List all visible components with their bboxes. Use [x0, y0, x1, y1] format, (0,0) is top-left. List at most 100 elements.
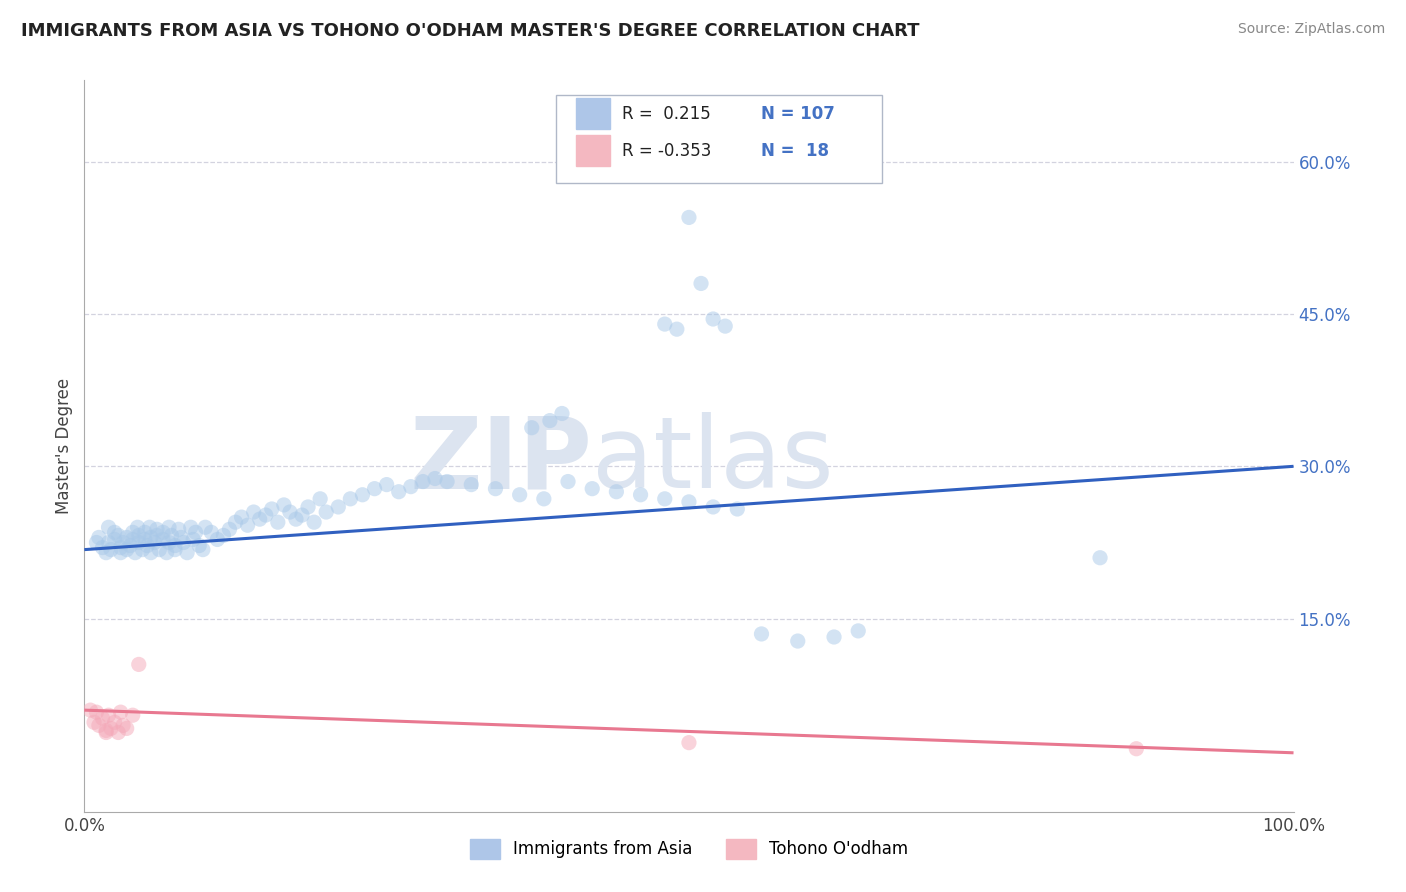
Point — [176, 546, 198, 560]
Point — [165, 542, 187, 557]
Text: N = 107: N = 107 — [762, 104, 835, 123]
Point — [654, 491, 676, 506]
Point — [136, 539, 159, 553]
Point — [128, 528, 150, 542]
Point — [107, 528, 129, 542]
Point — [460, 477, 482, 491]
Point — [267, 515, 290, 529]
Point — [181, 533, 204, 547]
Point — [146, 528, 169, 542]
Point — [423, 471, 446, 485]
Point — [184, 525, 207, 540]
Point — [91, 711, 114, 725]
Point — [146, 522, 169, 536]
Point — [97, 535, 120, 549]
Point — [678, 736, 700, 750]
Point — [112, 535, 135, 549]
Point — [94, 723, 117, 738]
Point — [180, 520, 202, 534]
Text: atlas: atlas — [592, 412, 834, 509]
Point — [557, 475, 579, 489]
Point — [225, 515, 247, 529]
Point — [375, 477, 398, 491]
Point — [131, 542, 153, 557]
Point — [605, 484, 627, 499]
Point — [104, 533, 127, 547]
Point — [690, 277, 713, 291]
Point — [173, 535, 195, 549]
Point — [127, 520, 149, 534]
Point — [121, 525, 143, 540]
Point — [231, 510, 253, 524]
Point — [1088, 550, 1111, 565]
Point — [79, 703, 101, 717]
Point — [551, 407, 574, 421]
Point — [97, 708, 120, 723]
Point — [436, 475, 458, 489]
Point — [412, 475, 434, 489]
Point — [94, 546, 117, 560]
Point — [167, 522, 190, 536]
Point — [291, 508, 314, 522]
Point — [91, 541, 114, 555]
Point — [115, 722, 138, 736]
Point — [509, 488, 531, 502]
Point — [138, 520, 160, 534]
Point — [110, 705, 132, 719]
Point — [823, 630, 845, 644]
Point — [160, 528, 183, 542]
Point — [538, 414, 561, 428]
Point — [128, 535, 150, 549]
Point — [128, 657, 150, 672]
Point — [399, 480, 422, 494]
Point — [188, 539, 211, 553]
Point — [115, 530, 138, 544]
Point — [152, 525, 174, 540]
Text: Source: ZipAtlas.com: Source: ZipAtlas.com — [1237, 22, 1385, 37]
FancyBboxPatch shape — [576, 98, 610, 129]
Point — [104, 525, 127, 540]
Point — [86, 535, 108, 549]
Y-axis label: Master's Degree: Master's Degree — [55, 378, 73, 514]
Point — [157, 520, 180, 534]
Text: N =  18: N = 18 — [762, 142, 830, 160]
Point — [236, 518, 259, 533]
Point — [86, 705, 108, 719]
Point — [254, 508, 277, 522]
Point — [87, 718, 110, 732]
Point — [846, 624, 869, 638]
FancyBboxPatch shape — [555, 95, 883, 183]
Point — [155, 546, 177, 560]
Point — [284, 512, 308, 526]
Point — [249, 512, 271, 526]
Text: IMMIGRANTS FROM ASIA VS TOHONO O'ODHAM MASTER'S DEGREE CORRELATION CHART: IMMIGRANTS FROM ASIA VS TOHONO O'ODHAM M… — [21, 22, 920, 40]
Point — [260, 502, 283, 516]
Point — [309, 491, 332, 506]
Point — [107, 725, 129, 739]
Point — [121, 533, 143, 547]
Point — [218, 522, 240, 536]
Point — [702, 312, 724, 326]
Point — [520, 421, 543, 435]
Point — [678, 211, 700, 225]
Point — [339, 491, 361, 506]
Point — [533, 491, 555, 506]
Point — [702, 500, 724, 514]
FancyBboxPatch shape — [576, 136, 610, 166]
Legend: Immigrants from Asia, Tohono O'odham: Immigrants from Asia, Tohono O'odham — [463, 832, 915, 865]
Point — [654, 317, 676, 331]
Point — [297, 500, 319, 514]
Point — [194, 520, 217, 534]
Point — [110, 541, 132, 555]
Point — [148, 542, 170, 557]
Point — [115, 542, 138, 557]
Point — [134, 525, 156, 540]
Point — [120, 539, 142, 553]
Point — [581, 482, 603, 496]
Point — [139, 530, 162, 544]
Text: R = -0.353: R = -0.353 — [623, 142, 711, 160]
Point — [121, 708, 143, 723]
Point — [100, 722, 122, 736]
Point — [328, 500, 350, 514]
Text: ZIP: ZIP — [409, 412, 592, 509]
